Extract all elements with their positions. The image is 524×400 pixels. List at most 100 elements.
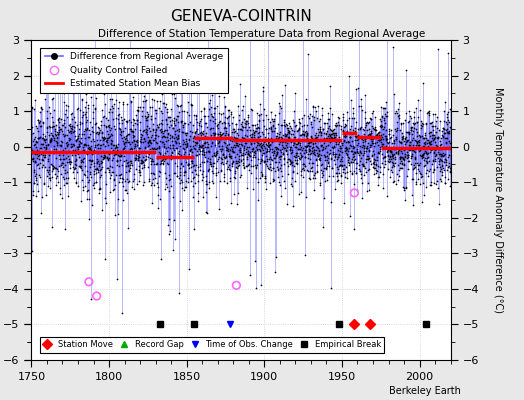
Point (231, 154, 239, 160)
Point (300, 150, 309, 156)
Point (266, 160, 275, 167)
Point (293, 160, 302, 166)
Point (405, 130, 413, 136)
Point (200, 149, 208, 155)
Point (31, 151, 39, 157)
Point (399, 184, 407, 191)
Point (83, 188, 91, 194)
Point (170, 115, 179, 122)
Point (311, 175, 319, 181)
Point (45, 163, 53, 170)
Point (299, 122, 308, 128)
Point (138, 113, 146, 120)
Point (268, 178, 277, 184)
Point (219, 161, 227, 167)
Point (62, 102, 70, 108)
Point (214, 130, 222, 137)
Point (44, 183, 52, 189)
Point (134, 157, 142, 163)
Point (320, 120, 329, 126)
Point (273, 132, 281, 139)
Point (322, 130, 330, 136)
Point (417, 145, 425, 152)
Point (297, 154, 305, 160)
Point (317, 130, 325, 136)
Point (146, 116, 155, 122)
Point (246, 126, 255, 133)
Point (282, 147, 290, 154)
Point (211, 130, 220, 136)
Point (217, 167, 226, 173)
Point (323, 155, 332, 162)
Point (197, 108, 205, 114)
Point (141, 117, 150, 123)
Point (132, 156, 140, 162)
Point (239, 135, 247, 142)
Point (88, 202, 96, 208)
Point (201, 113, 210, 120)
Point (294, 191, 303, 198)
Point (147, 134, 156, 140)
Point (233, 140, 241, 146)
Point (37, 104, 45, 110)
Point (154, 124, 162, 130)
Point (171, 140, 180, 146)
Point (341, 123, 349, 129)
Point (292, 144, 301, 150)
Point (94, 141, 103, 147)
Point (243, 127, 252, 134)
Point (72, 138, 80, 144)
Point (416, 132, 424, 139)
Point (268, 128, 277, 134)
Point (143, 130, 151, 137)
Point (301, 129, 309, 135)
Point (337, 162, 345, 168)
Point (408, 137, 417, 144)
Point (42, 124, 51, 131)
Point (112, 150, 120, 157)
Point (339, 113, 347, 120)
Point (127, 158, 135, 164)
Point (153, 160, 161, 166)
Point (75, 131, 84, 137)
Point (164, 160, 172, 167)
Point (149, 137, 157, 144)
Point (222, 160, 230, 166)
Point (272, 133, 280, 139)
Point (199, 142, 207, 148)
Point (140, 157, 149, 163)
Point (161, 175, 170, 181)
Point (179, 163, 188, 169)
Point (365, 155, 373, 162)
Point (181, 168, 189, 175)
Point (116, 174, 124, 181)
Point (40, 137, 48, 143)
Point (430, 149, 439, 156)
Point (378, 171, 387, 177)
Point (30, 141, 39, 147)
Point (374, 130, 383, 136)
Point (46, 124, 54, 130)
Point (69, 141, 77, 148)
Point (415, 168, 423, 174)
Point (149, 127, 158, 133)
Point (398, 130, 406, 136)
Point (433, 164, 442, 170)
Point (77, 140, 85, 146)
Point (167, 91, 176, 97)
Point (265, 148, 274, 154)
Point (121, 178, 129, 184)
Point (116, 132, 125, 138)
Point (232, 159, 240, 166)
Point (425, 140, 433, 146)
Point (179, 145, 188, 152)
Point (156, 161, 164, 167)
Point (356, 150, 365, 156)
Point (203, 0, 212, 6)
Point (93, 158, 101, 165)
Point (435, 164, 444, 170)
Point (295, 124, 303, 131)
Point (162, 148, 171, 154)
Point (288, 131, 297, 138)
Point (133, 141, 141, 148)
